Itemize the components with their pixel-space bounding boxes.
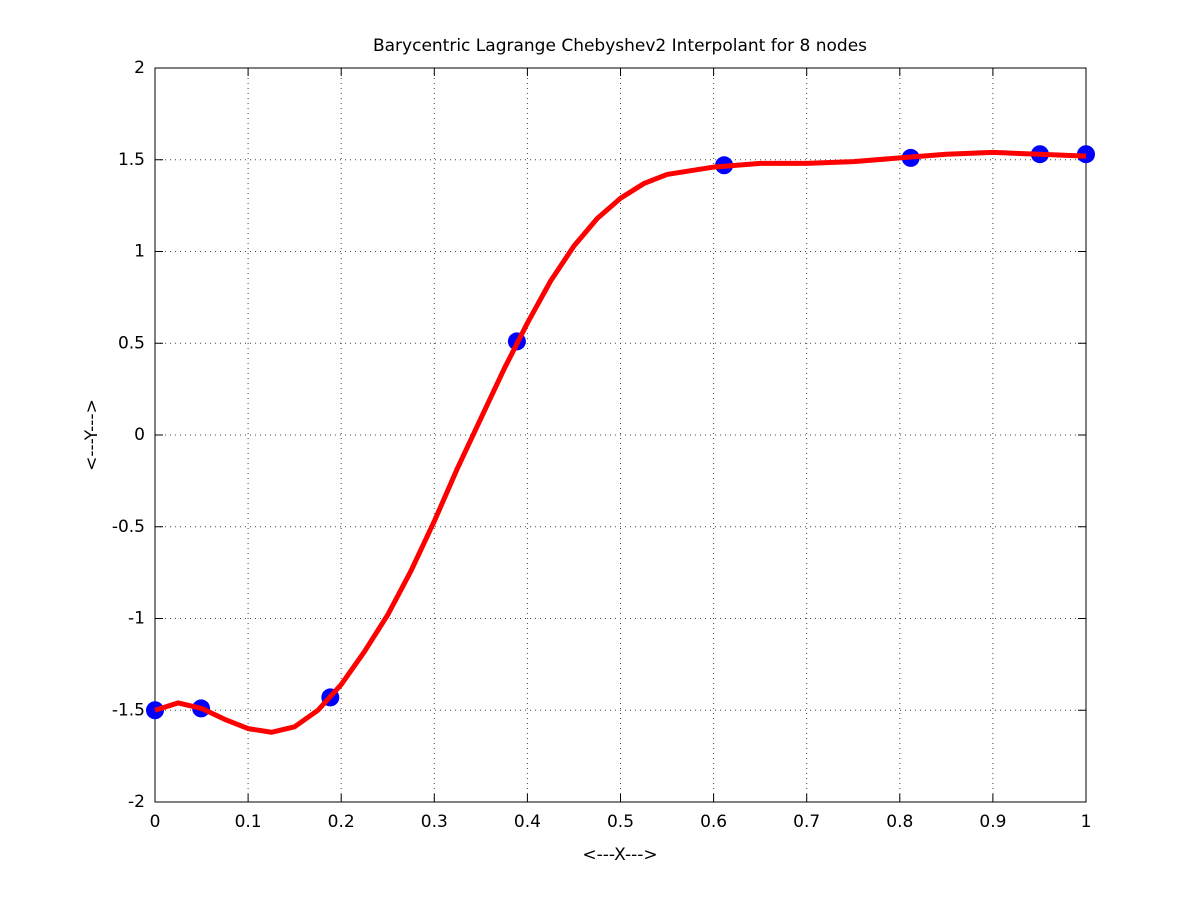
x-tick-label: 0.2 [328, 812, 355, 832]
x-axis-label: <---X---> [582, 845, 657, 865]
plot-frame [154, 67, 1087, 803]
chart-title: Barycentric Lagrange Chebyshev2 Interpol… [373, 36, 867, 56]
y-tick-label: 1 [134, 242, 145, 262]
interpolant-curve [154, 149, 1087, 735]
x-tick-label: 0.6 [700, 812, 727, 832]
y-tick-label: -0.5 [112, 517, 145, 537]
y-tick-label: -2 [128, 792, 145, 812]
y-tick-label: 0.5 [118, 333, 145, 353]
x-tick-label: 0.7 [793, 812, 820, 832]
y-tick-label: -1 [128, 609, 145, 629]
x-tick-label: 0.9 [979, 812, 1006, 832]
x-tick-label: 0 [150, 812, 161, 832]
x-tick-label: 0.1 [235, 812, 262, 832]
x-tick-label: 0.4 [514, 812, 541, 832]
y-axis-label: <---Y---> [82, 399, 102, 471]
x-tick-label: 1 [1081, 812, 1092, 832]
x-tick-label: 0.5 [607, 812, 634, 832]
y-tick-label: 2 [134, 58, 145, 78]
y-tick-label: -1.5 [112, 700, 145, 720]
x-tick-label: 0.8 [886, 812, 913, 832]
y-tick-label: 0 [134, 425, 145, 445]
x-tick-label: 0.3 [421, 812, 448, 832]
y-tick-label: 1.5 [118, 150, 145, 170]
